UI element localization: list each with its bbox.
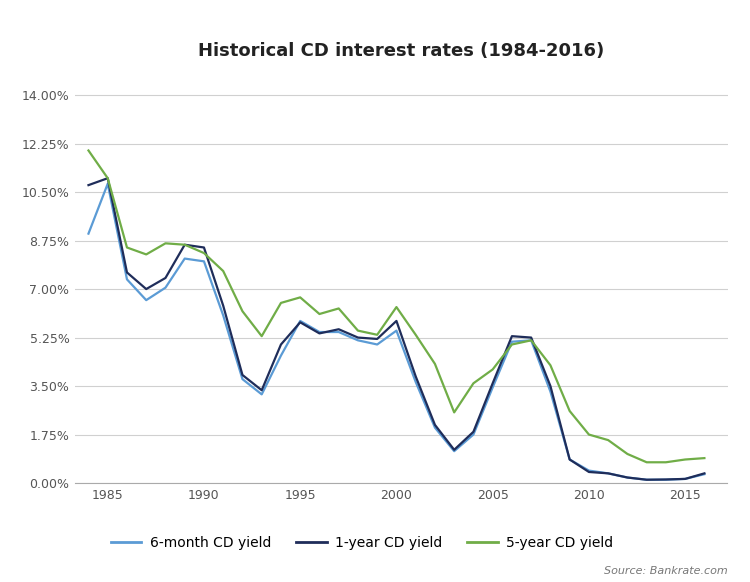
Legend: 6-month CD yield, 1-year CD yield, 5-year CD yield: 6-month CD yield, 1-year CD yield, 5-yea…	[105, 531, 619, 556]
Text: Source: Bankrate.com: Source: Bankrate.com	[604, 566, 728, 576]
Title: Historical CD interest rates (1984-2016): Historical CD interest rates (1984-2016)	[198, 42, 604, 60]
